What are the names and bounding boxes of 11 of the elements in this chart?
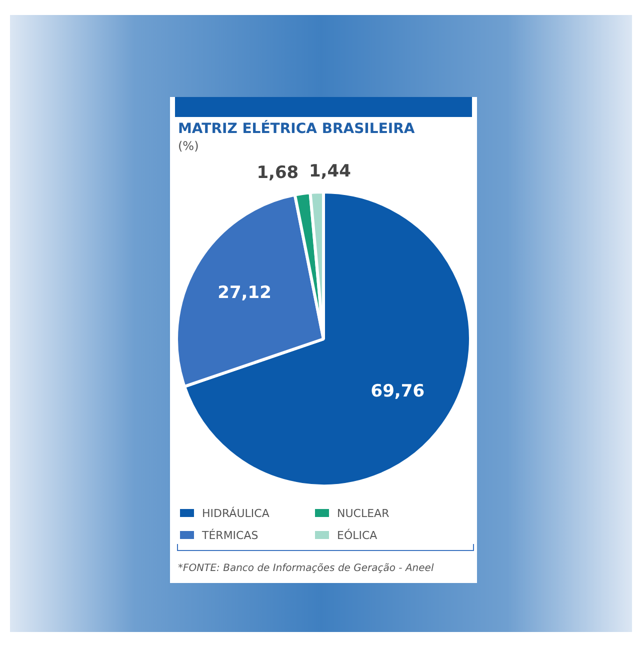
text: *FONTE: Banco de Informações de Geração - Aneel xyxy=(178,563,434,574)
legend-label: TÉRMICAS xyxy=(202,528,258,542)
data-label: 27,12 xyxy=(218,282,272,303)
data-label: 1,68 xyxy=(256,163,299,184)
chart-title: MATRIZ ELÉTRICA BRASILEIRA xyxy=(178,121,415,137)
legend-label: HIDRÁULICA xyxy=(202,506,270,520)
data-label: 1,44 xyxy=(308,162,352,182)
legend-label: EÓLICA xyxy=(337,528,378,542)
chart-subtitle: (%) xyxy=(178,139,199,153)
legend-label: NUCLEAR xyxy=(337,506,390,520)
data-label: 69,76 xyxy=(370,381,425,402)
